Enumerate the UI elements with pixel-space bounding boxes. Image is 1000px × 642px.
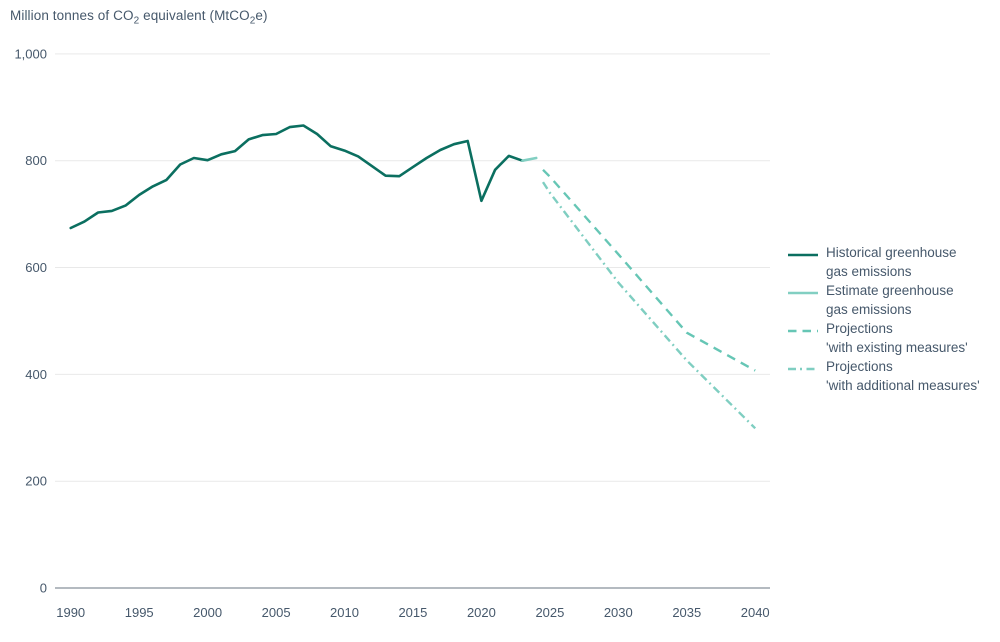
y-tick-label: 400 [25,367,47,382]
x-tick-label: 2015 [398,605,427,620]
x-tick-label: 2010 [330,605,359,620]
y-tick-label: 200 [25,474,47,489]
x-tick-label: 2030 [604,605,633,620]
x-tick-label: 2025 [535,605,564,620]
series-line-3 [541,181,757,430]
y-tick-label: 800 [25,153,47,168]
chart-title-text: equivalent (MtCO [139,8,250,23]
legend: Historical greenhouse gas emissions Esti… [787,244,999,396]
legend-swatch-dashed-line-icon [788,329,818,332]
x-tick-label: 2005 [262,605,291,620]
x-tick-label: 1995 [125,605,154,620]
chart-title-text: e) [255,8,268,23]
series-line-1 [521,156,538,162]
series-line-0 [69,124,524,230]
legend-swatch-historical-line-icon [788,253,818,256]
legend-label-line: Estimate greenhouse [826,283,954,299]
legend-label-line: Projections [826,321,893,337]
legend-label-line: 'with additional measures' [826,378,980,394]
y-tick-label: 0 [40,581,47,596]
chart-title-text: Million tonnes of CO [10,8,134,23]
legend-label-line: gas emissions [826,263,912,279]
legend-item-estimate: Estimate greenhouse gas emissions [787,282,999,320]
legend-label-line: 'with existing measures' [826,339,968,355]
legend-item-projections-existing: Projections 'with existing measures' [787,320,999,358]
chart-title-subscript: 2 [133,15,140,27]
legend-label-projections-existing: Projections 'with existing measures' [826,320,968,358]
legend-swatch-estimate-line-icon [788,291,818,294]
series-line-2 [542,168,756,372]
y-tick-label: 1,000 [14,46,47,61]
legend-label-line: gas emissions [826,301,912,317]
chart-title-subscript: 2 [249,15,256,27]
x-tick-label: 2035 [672,605,701,620]
legend-swatch-dashdot-line-icon [788,367,818,371]
legend-label-projections-additional: Projections 'with additional measures' [826,358,980,396]
x-tick-label: 1990 [56,605,85,620]
x-tick-label: 2000 [193,605,222,620]
x-tick-label: 2040 [741,605,770,620]
legend-label-line: Projections [826,359,893,375]
legend-item-historical: Historical greenhouse gas emissions [787,244,999,282]
y-tick-label: 600 [25,260,47,275]
chart-title: Million tonnes of CO2 equivalent (MtCO2e… [10,8,268,26]
legend-item-projections-additional: Projections 'with additional measures' [787,358,999,396]
legend-label-historical: Historical greenhouse gas emissions [826,244,957,282]
legend-label-estimate: Estimate greenhouse gas emissions [826,282,954,320]
x-tick-label: 2020 [467,605,496,620]
legend-label-line: Historical greenhouse [826,245,957,260]
